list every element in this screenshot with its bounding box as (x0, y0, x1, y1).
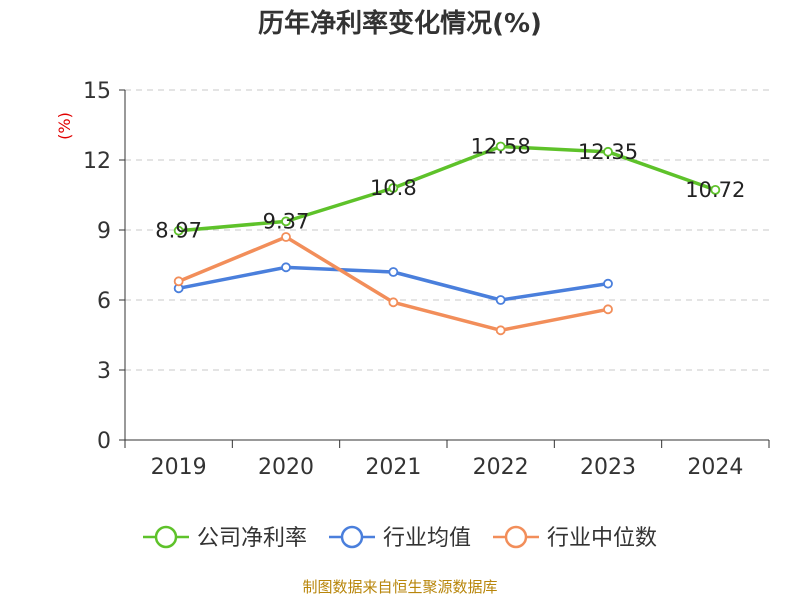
source-note: 制图数据来自恒生聚源数据库 (302, 578, 497, 596)
data-labels: 8.97 9.37 10.8 12.58 12.35 10.72 (155, 134, 745, 242)
grid-lines (125, 89, 769, 371)
data-point (281, 216, 291, 227)
y-tick-label: 3 (97, 359, 111, 384)
data-point (495, 295, 506, 305)
axes: 0 3 6 9 12 15 2019 2020 2021 2022 2023 2024 (83, 79, 770, 480)
legend-label: 行业中位数 (547, 526, 657, 551)
x-tick-label: 2021 (365, 455, 421, 480)
legend-label: 公司净利率 (197, 526, 307, 551)
data-point (173, 225, 184, 236)
y-axis-label: (%) (55, 112, 74, 140)
data-point (388, 183, 399, 193)
data-label: 10.72 (685, 178, 745, 202)
data-point (603, 304, 613, 315)
legend: 公司净利率 行业均值 行业中位数 (143, 525, 657, 551)
y-tick-label: 6 (97, 289, 111, 314)
x-tick-label: 2022 (473, 455, 529, 480)
series-line-0 (176, 144, 718, 233)
series-line-2 (176, 235, 610, 333)
data-label: 10.8 (370, 176, 417, 200)
data-label: 12.35 (578, 140, 638, 164)
data-label: 9.37 (263, 209, 310, 233)
data-label: 8.97 (155, 219, 202, 243)
data-label: 12.58 (471, 134, 531, 158)
data-point (173, 276, 184, 287)
data-point (710, 184, 721, 195)
y-tick-label: 9 (97, 219, 111, 244)
y-tick-label: 12 (83, 149, 111, 174)
data-point (495, 325, 506, 336)
x-tick-label: 2020 (258, 455, 314, 480)
x-tick-label: 2019 (151, 455, 207, 480)
legend-label: 行业均值 (383, 526, 471, 551)
legend-marker-0 (154, 525, 178, 549)
data-point (388, 297, 399, 308)
legend-marker-2 (504, 525, 528, 549)
chart-title: 历年净利率变化情况(%) (258, 8, 542, 39)
data-point (495, 141, 506, 152)
data-point (388, 267, 399, 277)
y-tick-label: 15 (83, 79, 111, 104)
y-tick-label: 0 (97, 429, 111, 454)
x-tick-label: 2023 (580, 455, 636, 480)
series-lines (173, 141, 721, 336)
data-point (603, 146, 613, 157)
data-point (281, 262, 291, 273)
data-point (281, 232, 291, 242)
legend-marker-1 (340, 525, 364, 549)
x-tick-label: 2024 (687, 455, 743, 480)
data-point (603, 278, 613, 289)
